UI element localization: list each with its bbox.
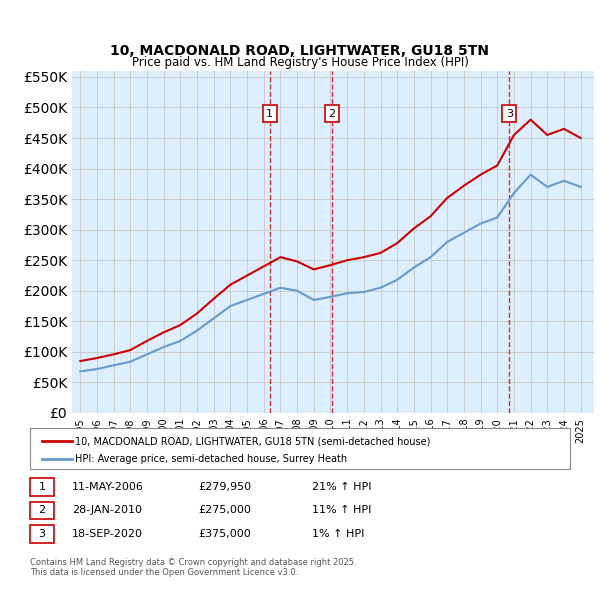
Text: HPI: Average price, semi-detached house, Surrey Heath: HPI: Average price, semi-detached house,… <box>75 454 347 464</box>
Text: 3: 3 <box>38 529 46 539</box>
Text: 10, MACDONALD ROAD, LIGHTWATER, GU18 5TN: 10, MACDONALD ROAD, LIGHTWATER, GU18 5TN <box>110 44 490 58</box>
Text: 11-MAY-2006: 11-MAY-2006 <box>72 482 144 491</box>
Text: 28-JAN-2010: 28-JAN-2010 <box>72 506 142 515</box>
Text: £275,000: £275,000 <box>198 506 251 515</box>
Text: Price paid vs. HM Land Registry's House Price Index (HPI): Price paid vs. HM Land Registry's House … <box>131 56 469 69</box>
Text: 21% ↑ HPI: 21% ↑ HPI <box>312 482 371 491</box>
Text: 1: 1 <box>266 109 273 119</box>
Text: 2: 2 <box>328 109 335 119</box>
Text: 1: 1 <box>38 482 46 491</box>
Text: 18-SEP-2020: 18-SEP-2020 <box>72 529 143 539</box>
Text: 3: 3 <box>506 109 513 119</box>
Text: Contains HM Land Registry data © Crown copyright and database right 2025.
This d: Contains HM Land Registry data © Crown c… <box>30 558 356 577</box>
Text: 11% ↑ HPI: 11% ↑ HPI <box>312 506 371 515</box>
Text: 2: 2 <box>38 506 46 515</box>
Text: 10, MACDONALD ROAD, LIGHTWATER, GU18 5TN (semi-detached house): 10, MACDONALD ROAD, LIGHTWATER, GU18 5TN… <box>75 437 430 446</box>
Text: £279,950: £279,950 <box>198 482 251 491</box>
Text: 1% ↑ HPI: 1% ↑ HPI <box>312 529 364 539</box>
Text: £375,000: £375,000 <box>198 529 251 539</box>
